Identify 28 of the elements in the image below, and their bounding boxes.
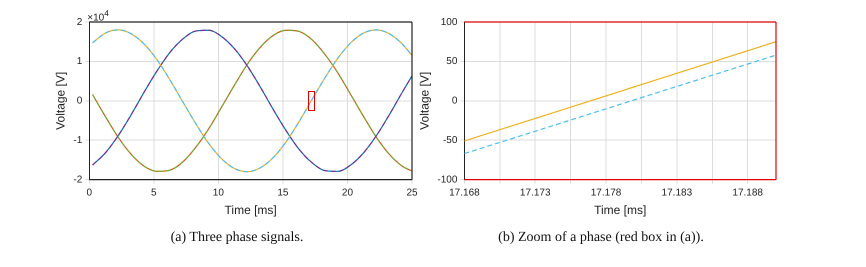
y-tick-label: 0 [76, 96, 83, 107]
x-axis-title: Time [ms] [594, 203, 646, 218]
y-tick-label: -100 [437, 174, 458, 186]
text: (b) Zoom of a phase (red box in (a)). [497, 230, 705, 246]
x-tick-label: 15 [277, 187, 289, 198]
y-tick-label: -50 [442, 134, 458, 146]
x-tick-label: 5 [151, 187, 158, 198]
annotation: ×10$^{4}$ [87, 8, 109, 24]
x-tick-label: 25 [406, 187, 418, 198]
x-tick-label: 0 [86, 187, 93, 198]
x-tick-label: 17.183 [662, 187, 693, 198]
y-tick-label: 50 [446, 56, 458, 68]
x-tick-label: 10 [212, 187, 224, 198]
x-axis-title: Time [ms] [224, 203, 277, 218]
x-tick-label: 20 [342, 187, 354, 198]
x-tick-label: 17.168 [449, 187, 480, 198]
y-tick-label: -1 [73, 134, 83, 146]
y-tick-label: -2 [73, 174, 83, 186]
x-tick-label: 17.188 [732, 187, 764, 198]
y-axis-title: Voltage [V] [54, 72, 68, 130]
y-axis-title: Voltage [V] [418, 72, 432, 130]
y-tick-label: 100 [440, 16, 458, 28]
y-tick-label: 0 [452, 96, 458, 107]
x-tick-label: 17.173 [520, 187, 551, 198]
text: (a) Three phase signals. [170, 230, 304, 246]
x-tick-label: 17.178 [590, 187, 622, 198]
y-tick-label: 1 [76, 56, 83, 68]
y-tick-label: 2 [76, 16, 83, 28]
